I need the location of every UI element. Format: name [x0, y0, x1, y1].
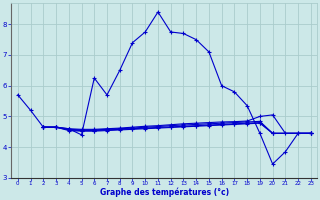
- X-axis label: Graphe des températures (°c): Graphe des températures (°c): [100, 188, 229, 197]
